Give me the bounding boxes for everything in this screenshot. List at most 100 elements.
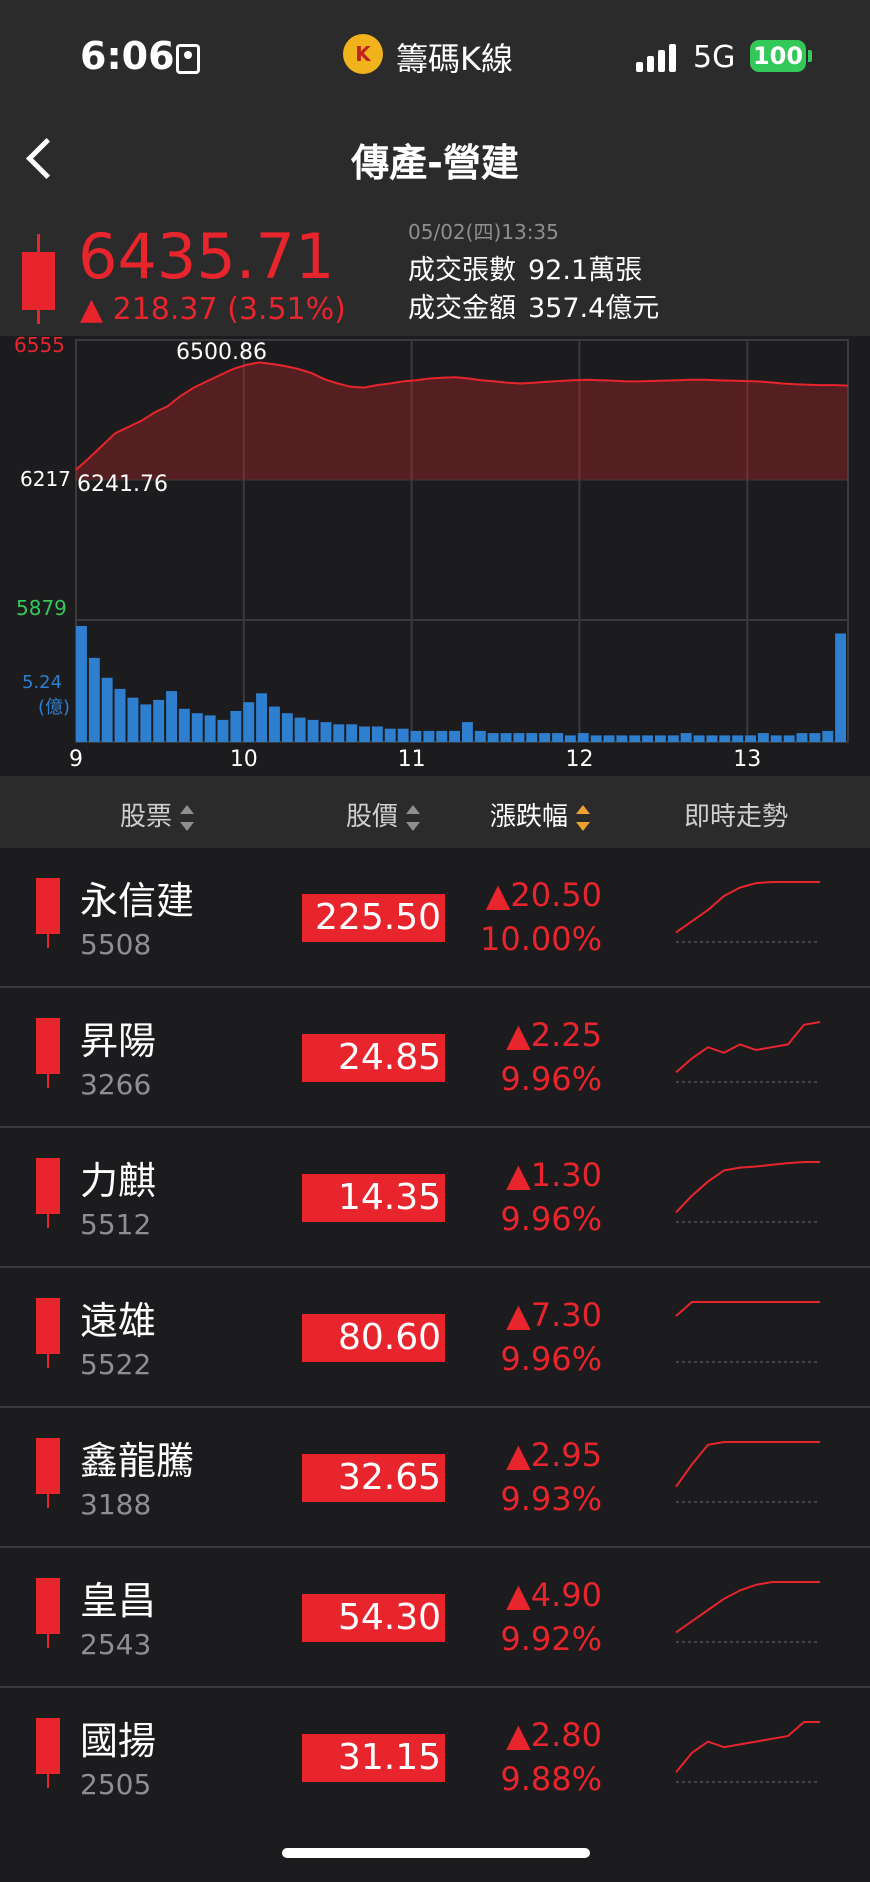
stock-name: 遠雄 — [80, 1299, 157, 1343]
volume-bar — [462, 722, 473, 742]
volume-bar — [410, 730, 422, 742]
index-change: ▲ 218.37 (3.51%) — [80, 292, 346, 327]
sparkline-path — [675, 1581, 820, 1634]
sparkline-path — [675, 1161, 820, 1214]
table-header: 股票 股價 漲跌幅 即時走勢 — [0, 776, 870, 848]
candlestick-icon — [36, 878, 60, 934]
stock-change: ▲2.25 — [506, 1016, 602, 1054]
volume-bar — [127, 697, 139, 742]
candlestick-icon — [36, 1578, 60, 1634]
index-summary: 6435.71 ▲ 218.37 (3.51%) 05/02(四)13:35 成… — [0, 206, 870, 336]
cellular-signal-icon — [636, 42, 678, 72]
volume-bar — [822, 730, 834, 742]
intraday-chart[interactable]: 9 10 11 12 13 6555 6217 5879 6500.86 6241.76 5.24 (… — [0, 336, 870, 776]
volume-value: 92.1萬張 — [528, 255, 643, 286]
table-row[interactable]: 力麒 5512 14.35 ▲1.30 9.96% — [0, 1128, 870, 1268]
volume-bar — [552, 733, 563, 742]
volume-bar — [359, 726, 370, 742]
stock-change-percent: 9.96% — [500, 1060, 602, 1098]
sort-stock-button[interactable]: 股票 — [120, 796, 196, 833]
stock-change-percent: 10.00% — [479, 920, 602, 958]
index-price: 6435.71 — [78, 220, 335, 293]
sort-price-button[interactable]: 股價 — [346, 796, 422, 833]
volume-bar — [178, 708, 190, 742]
table-row[interactable]: 鑫龍騰 3188 32.65 ▲2.95 9.93% — [0, 1408, 870, 1548]
volume-bar — [757, 733, 769, 742]
volume-bar — [577, 733, 589, 742]
stock-code: 3266 — [80, 1068, 152, 1101]
table-row[interactable]: 昇陽 3266 24.85 ▲2.25 9.96% — [0, 988, 870, 1128]
volume-bar — [371, 726, 383, 742]
app-logo-icon: K — [343, 34, 383, 74]
stock-name: 永信建 — [80, 879, 195, 923]
home-indicator[interactable] — [282, 1848, 590, 1858]
sort-icon — [404, 804, 422, 831]
stock-change: ▲7.30 — [506, 1296, 602, 1334]
x-tick-label: 13 — [733, 747, 761, 772]
stock-change: ▲2.95 — [506, 1436, 602, 1474]
table-row[interactable]: 永信建 5508 225.50 ▲20.50 10.00% — [0, 848, 870, 988]
stock-price: 225.50 — [302, 894, 445, 942]
amount-value: 357.4億元 — [528, 293, 660, 324]
sparkline-path — [675, 1441, 820, 1488]
volume-bar — [564, 735, 576, 742]
sparkline — [675, 1441, 820, 1503]
stock-name: 皇昌 — [80, 1579, 157, 1623]
volume-bar — [603, 735, 615, 742]
x-tick-label: 10 — [230, 747, 258, 772]
sparkline — [675, 1161, 820, 1223]
amount-row: 成交金額 357.4億元 — [408, 286, 659, 325]
stock-code: 5522 — [80, 1348, 152, 1381]
volume-bar — [307, 719, 319, 742]
quote-datetime: 05/02(四)13:35 — [408, 220, 559, 244]
x-tick-label: 11 — [398, 747, 426, 772]
volume-axis-label: 5.24 — [22, 672, 62, 693]
volume-bar — [230, 711, 242, 742]
volume-bar — [191, 713, 203, 742]
stock-code: 2543 — [80, 1628, 152, 1661]
stock-code: 2505 — [80, 1768, 152, 1801]
y-axis-label-high: 6555 — [14, 336, 65, 357]
table-row[interactable]: 皇昌 2543 54.30 ▲4.90 9.92% — [0, 1548, 870, 1688]
volume-bar — [745, 735, 756, 742]
stock-price: 54.30 — [302, 1594, 445, 1642]
sort-desc-icon — [574, 804, 592, 831]
sparkline — [675, 1581, 820, 1643]
volume-bar — [719, 735, 731, 742]
header-trend: 即時走勢 — [684, 802, 789, 832]
stock-change-percent: 9.96% — [500, 1200, 602, 1238]
contact-card-icon — [176, 44, 200, 74]
volume-bar — [474, 730, 486, 742]
volume-bar — [732, 735, 744, 742]
header-price: 股價 — [346, 802, 399, 832]
volume-unit-label: (億) — [38, 697, 70, 718]
stock-price: 32.65 — [302, 1454, 445, 1502]
candlestick-icon — [36, 1158, 60, 1214]
volume-bar — [513, 733, 525, 742]
volume-bar — [449, 730, 460, 742]
volume-bar — [693, 735, 705, 742]
volume-bar — [88, 657, 100, 742]
stock-change: ▲4.90 — [506, 1576, 602, 1614]
candlestick-icon — [36, 1018, 60, 1074]
volume-bar — [590, 735, 602, 742]
sparkline-path — [675, 1721, 820, 1774]
volume-bar — [500, 733, 512, 742]
volume-bar — [667, 735, 679, 742]
network-type: 5G — [693, 40, 736, 75]
status-time: 6:06 — [80, 34, 175, 78]
volume-bar — [243, 702, 255, 742]
volume-bar — [706, 735, 718, 742]
price-area — [76, 362, 848, 480]
table-row[interactable]: 遠雄 5522 80.60 ▲7.30 9.96% — [0, 1268, 870, 1408]
volume-bar — [809, 733, 821, 742]
sort-change-button[interactable]: 漲跌幅 — [490, 796, 592, 833]
volume-bar — [796, 733, 808, 742]
x-tick-label: 9 — [69, 747, 83, 772]
volume-bar — [629, 735, 641, 742]
stock-code: 5508 — [80, 928, 152, 961]
volume-bar — [423, 730, 435, 742]
stock-change: ▲2.80 — [506, 1716, 602, 1754]
sparkline — [675, 881, 820, 943]
bottom-area — [0, 1806, 870, 1882]
